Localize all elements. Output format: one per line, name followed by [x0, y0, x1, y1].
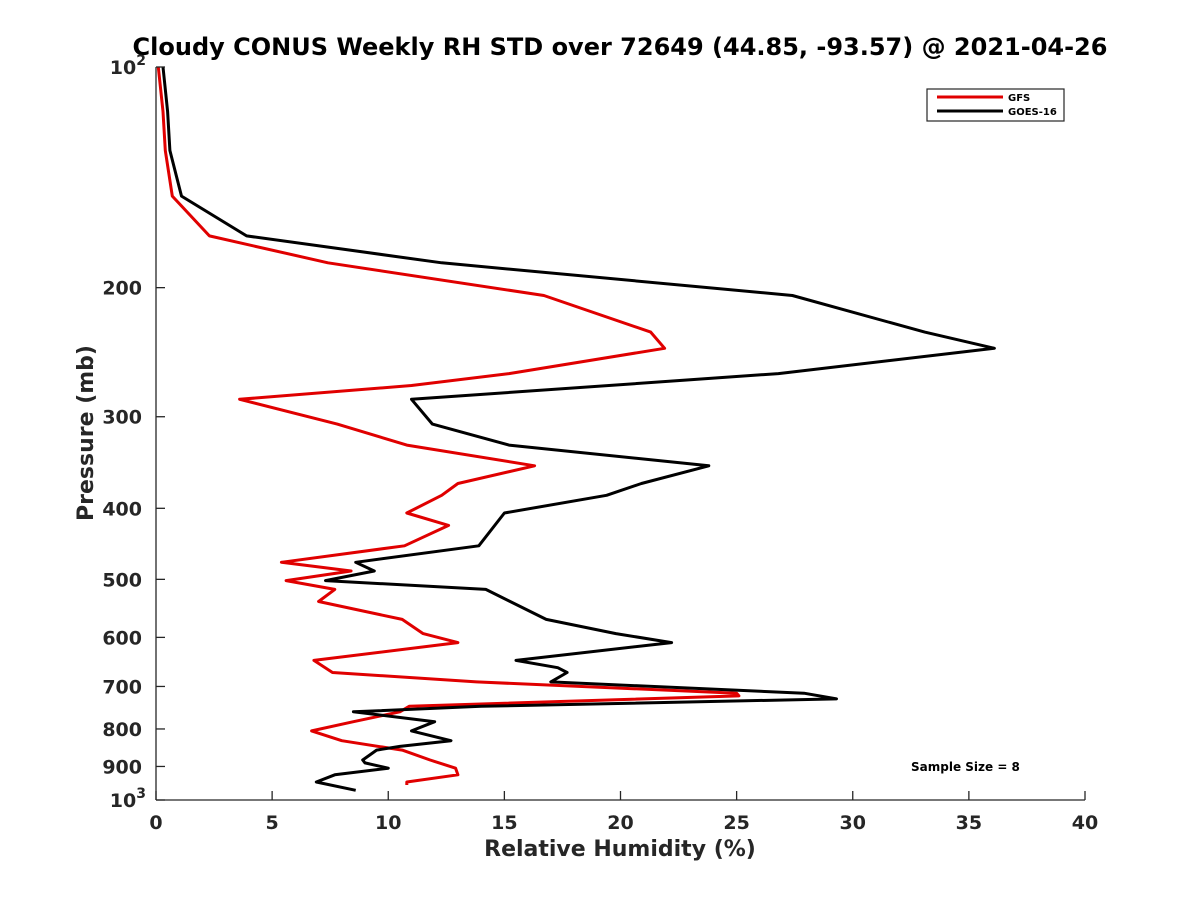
- x-axis-ticks: 0 5 10 15 20 25 30 35 40: [149, 791, 1098, 834]
- x-tick-label: 5: [266, 812, 279, 834]
- y-tick-label: 600: [102, 627, 142, 649]
- series-line-gfs: [156, 66, 741, 785]
- legend-label-goes16: GOES-16: [1008, 107, 1057, 118]
- y-tick-label: 900: [102, 756, 142, 778]
- y-tick-label: 102: [110, 53, 146, 79]
- x-tick-label: 0: [149, 812, 162, 834]
- y-tick-label: 800: [102, 719, 142, 741]
- x-axis-label: Relative Humidity (%): [484, 837, 756, 862]
- y-tick-label: 400: [102, 498, 142, 520]
- x-tick-label: 10: [375, 812, 401, 834]
- y-tick-label: 700: [102, 676, 142, 698]
- y-tick-label: 300: [102, 407, 142, 429]
- sample-size-annotation: Sample Size = 8: [911, 760, 1020, 774]
- legend-label-gfs: GFS: [1008, 93, 1030, 104]
- plot-lines: [156, 66, 996, 792]
- x-tick-label: 15: [491, 812, 517, 834]
- y-axis-label: Pressure (mb): [74, 345, 99, 521]
- x-tick-label: 30: [840, 812, 866, 834]
- x-tick-label: 20: [607, 812, 633, 834]
- y-tick-label: 200: [102, 278, 142, 300]
- y-tick-label: 500: [102, 569, 142, 591]
- chart-title: Cloudy CONUS Weekly RH STD over 72649 (4…: [133, 33, 1108, 61]
- legend: GFS GOES-16: [926, 88, 1065, 122]
- y-axis-ticks: 102 200 300 400 500 600 700 800 900 103: [102, 53, 165, 812]
- x-tick-label: 40: [1072, 812, 1098, 834]
- y-tick-label: 103: [110, 786, 146, 812]
- x-tick-label: 35: [956, 812, 982, 834]
- legend-box: [926, 88, 1065, 122]
- x-tick-label: 25: [723, 812, 749, 834]
- series-line-goes16: [161, 66, 996, 792]
